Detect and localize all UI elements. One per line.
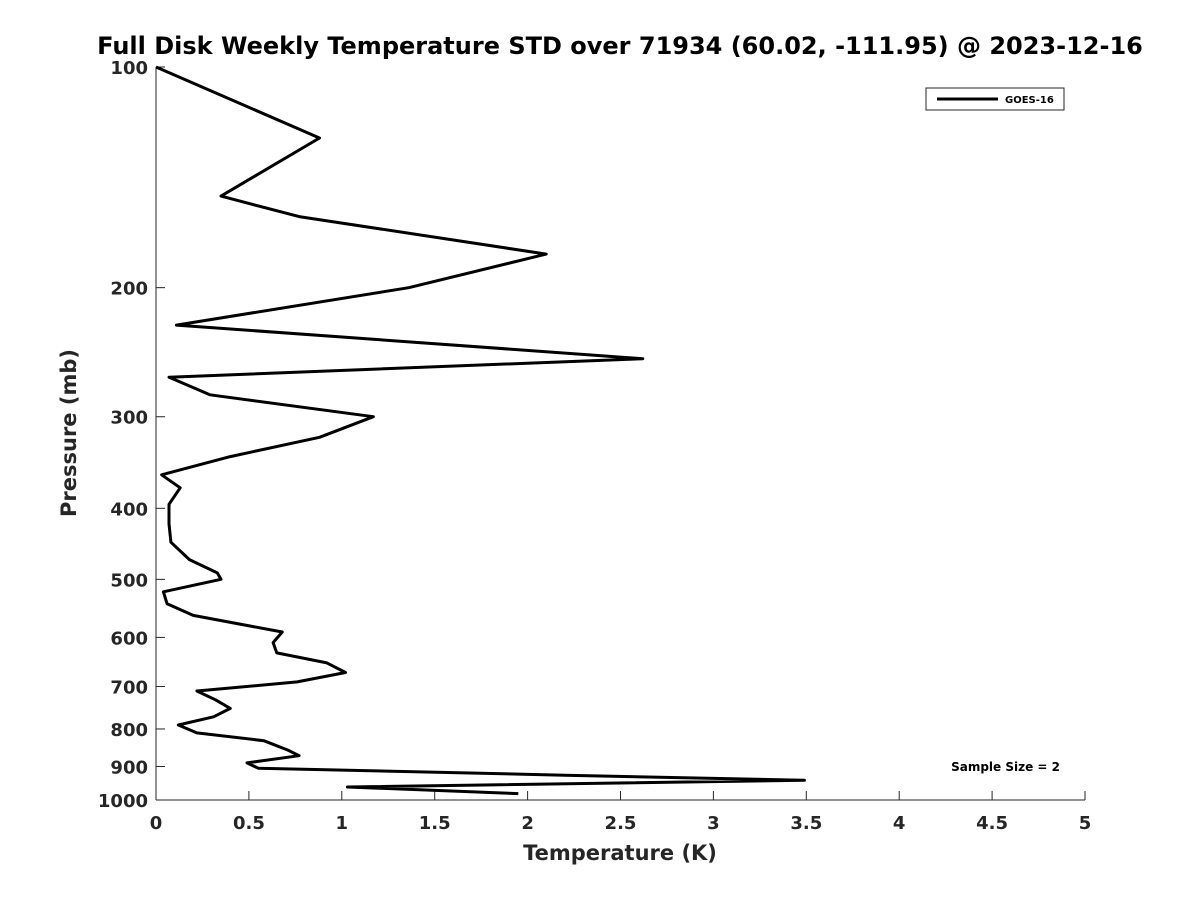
sample-size-annotation: Sample Size = 2 [951, 760, 1060, 774]
y-tick-label: 700 [110, 677, 148, 698]
y-tick-label: 900 [110, 757, 148, 778]
y-tick-label: 300 [110, 408, 148, 429]
x-ticks: 0 0.5 1 1.5 2 2.5 3 3.5 4 4.5 5 [150, 791, 1092, 834]
x-tick-label: 4 [893, 813, 906, 834]
x-axis-label: Temperature (K) [523, 841, 717, 865]
x-tick-label: 0.5 [233, 813, 265, 834]
y-tick-label: 500 [110, 570, 148, 591]
y-tick-label: 600 [110, 628, 148, 649]
chart-title: Full Disk Weekly Temperature STD over 71… [97, 32, 1143, 60]
y-tick-label: 400 [110, 499, 148, 520]
x-tick-label: 2.5 [605, 813, 637, 834]
y-tick-label: 100 [110, 58, 148, 79]
x-tick-label: 0 [150, 813, 163, 834]
series-layer [155, 65, 806, 796]
x-tick-label: 2 [521, 813, 534, 834]
x-tick-label: 1.5 [419, 813, 451, 834]
y-tick-label: 800 [110, 720, 148, 741]
x-tick-label: 5 [1079, 813, 1092, 834]
series-line-goes16 [155, 65, 806, 796]
legend: GOES-16 [925, 87, 1065, 111]
y-tick-label: 1000 [98, 791, 148, 812]
x-tick-label: 3.5 [790, 813, 822, 834]
y-tick-label: 200 [110, 279, 148, 300]
x-tick-label: 1 [336, 813, 349, 834]
x-tick-label: 4.5 [976, 813, 1008, 834]
y-ticks: 100 200 300 400 500 600 700 800 900 1000 [98, 58, 165, 812]
legend-label: GOES-16 [1005, 95, 1054, 106]
y-axis-label: Pressure (mb) [57, 349, 81, 517]
x-tick-label: 3 [707, 813, 720, 834]
